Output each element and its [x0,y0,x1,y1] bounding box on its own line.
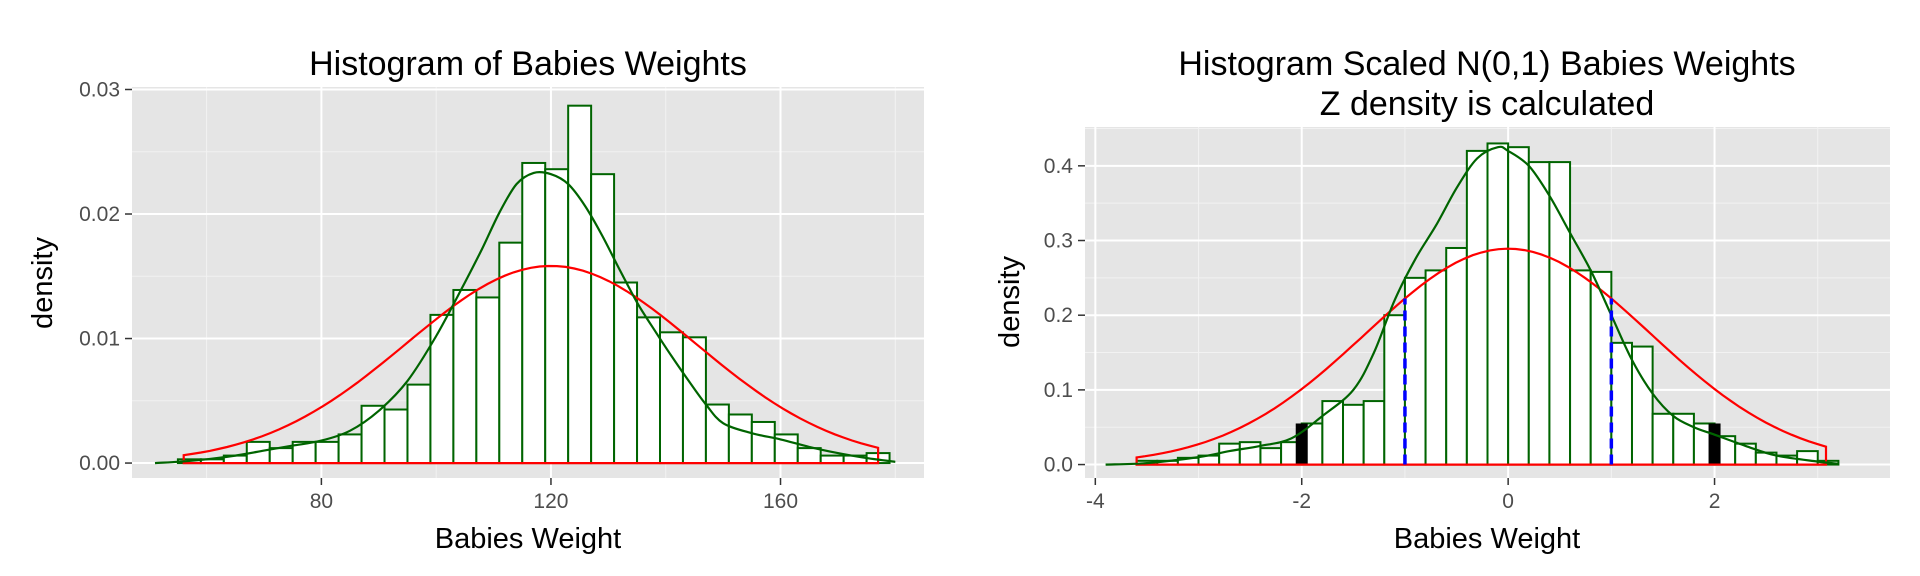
histogram-bar [1383,314,1406,466]
histogram-bar [1507,146,1530,466]
histogram-bar [1465,149,1489,466]
y-tick-label: 0.0 [1044,454,1073,477]
histogram-bar [796,447,822,465]
histogram-bar [819,454,845,465]
chart-scaled-weights: Histogram Scaled N(0,1) Babies Weights Z… [994,45,1890,555]
normal-curve [1135,247,1828,466]
histogram-bar [452,288,478,465]
histogram-bar [567,104,593,465]
y-tick-label: 0.2 [1044,304,1073,327]
histogram-bar [727,413,753,465]
histogram-bar [337,433,363,465]
histogram-bar [475,296,501,465]
chart-title: Histogram of Babies Weights [309,45,747,83]
histogram-bar [1218,442,1241,466]
chart-title: Histogram Scaled N(0,1) Babies Weights [1178,45,1795,83]
histogram-bar [406,383,432,465]
y-tick-label: 0.00 [79,452,120,475]
y-ticks: 0.0 0.1 0.2 0.3 0.4 [1044,155,1085,477]
histogram-bar [1259,447,1283,466]
histogram-bar [314,440,340,465]
tail-marker [1708,423,1721,465]
y-tick-label: 0.3 [1044,230,1073,253]
x-tick-label: 80 [310,490,333,513]
x-axis-label: Babies Weight [435,523,621,555]
x-tick-label: 160 [763,490,798,513]
x-ticks: 80 120 160 [310,478,798,513]
histogram-bar [383,408,409,465]
y-tick-label: 0.4 [1044,155,1074,178]
y-axis-label: density [27,237,59,329]
y-tick-label: 0.02 [79,203,120,226]
y-tick-label: 0.1 [1044,379,1073,402]
histogram-bar [590,173,616,465]
x-tick-label: -4 [1086,490,1105,513]
x-tick-label: 0 [1502,490,1514,513]
histogram-bar [1321,400,1345,466]
histogram-bar [659,331,684,465]
histogram-bar [1403,276,1427,466]
histogram-bar [1424,269,1448,466]
x-tick-label: 2 [1709,490,1721,513]
curves [1105,145,1839,466]
histogram-bar [636,316,661,465]
density-curve [154,171,896,465]
y-tick-label: 0.03 [79,78,120,101]
x-tick-label: 120 [533,490,568,513]
histogram-bar [429,313,455,465]
chart-subtitle: Z density is calculated [1320,85,1655,123]
histogram-bar [1796,450,1819,466]
chart-babies-weights: Histogram of Babies Weights 80 120 160 0.0… [27,45,924,555]
histogram-bar [1569,269,1592,466]
histogram-bar [1445,246,1468,466]
histogram-bar [521,161,547,465]
histogram-bar [1589,270,1613,466]
x-ticks: -4 -2 0 2 [1086,478,1720,513]
histogram-bar [1548,161,1572,466]
x-tick-label: -2 [1292,490,1311,513]
histogram-bar [704,403,730,465]
density-curve [1105,145,1839,466]
histogram-bar [750,420,776,465]
histogram-bar [268,447,294,465]
y-tick-label: 0.01 [79,328,120,351]
histogram-bar [1486,142,1510,466]
histogram-bar [1651,412,1675,466]
histogram-bar [613,281,639,465]
histogram-bar [1342,403,1365,466]
histogram-bar [1362,400,1386,466]
normal-curve [182,264,880,465]
histogram-bar [544,168,570,465]
x-axis-label: Babies Weight [1394,523,1580,555]
histogram-bar [1610,341,1633,466]
y-axis-label: density [994,256,1026,348]
histogram-bar [1527,161,1551,466]
histogram-bars [176,104,891,465]
curves [154,171,896,465]
y-ticks: 0.00 0.01 0.02 0.03 [79,78,132,475]
